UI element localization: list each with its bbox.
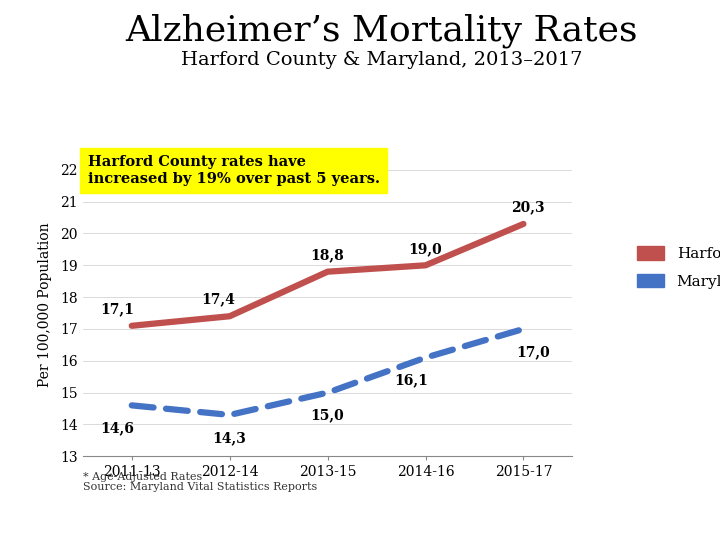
Text: * Age-Adjusted Rates: * Age-Adjusted Rates (83, 472, 202, 483)
Text: 15,0: 15,0 (311, 409, 344, 423)
Text: Harford County rates have
increased by 19% over past 5 years.: Harford County rates have increased by 1… (88, 156, 379, 186)
Text: 18,8: 18,8 (311, 248, 344, 262)
Text: Source: Maryland Vital Statistics Reports: Source: Maryland Vital Statistics Report… (83, 482, 317, 492)
Text: Harford County & Maryland, 2013–2017: Harford County & Maryland, 2013–2017 (181, 51, 582, 69)
Text: 14,3: 14,3 (212, 431, 247, 445)
Text: 17,1: 17,1 (100, 302, 134, 316)
Y-axis label: Per 100,000 Population: Per 100,000 Population (38, 223, 52, 387)
Text: 17,0: 17,0 (516, 345, 550, 359)
Text: 45: 45 (18, 513, 39, 526)
Legend: Harford, Maryland: Harford, Maryland (637, 246, 720, 288)
Text: 20,3: 20,3 (511, 200, 545, 214)
Text: 16,1: 16,1 (394, 374, 428, 388)
Text: 17,4: 17,4 (201, 293, 235, 307)
Text: 19,0: 19,0 (409, 242, 442, 256)
Text: Alzheimer’s Mortality Rates: Alzheimer’s Mortality Rates (125, 14, 638, 48)
Text: 14,6: 14,6 (100, 421, 134, 435)
